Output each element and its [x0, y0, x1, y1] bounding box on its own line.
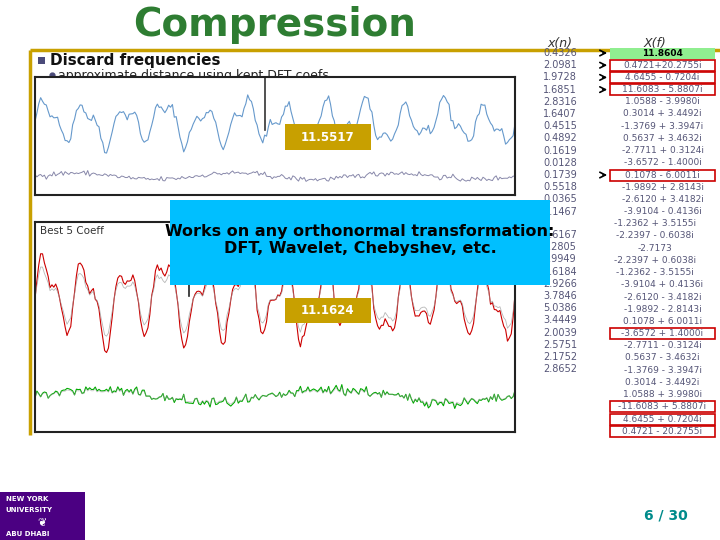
Text: 5.0386: 5.0386	[543, 303, 577, 313]
Text: -3.9104 - 0.4136i: -3.9104 - 0.4136i	[624, 207, 701, 216]
Text: 0.1078 - 6.0011i: 0.1078 - 6.0011i	[625, 171, 700, 179]
Text: 0.1739: 0.1739	[543, 170, 577, 180]
Text: NEW YORK: NEW YORK	[6, 496, 48, 502]
Bar	[284, 124, 371, 150]
Text: ❦: ❦	[37, 518, 47, 528]
Bar	[610, 426, 715, 437]
Text: 0.4892: 0.4892	[543, 133, 577, 144]
Text: 1.2805: 1.2805	[543, 242, 577, 252]
Text: 2.5751: 2.5751	[543, 340, 577, 350]
Text: 0.4515: 0.4515	[543, 121, 577, 131]
Text: -2.7711 + 0.3124i: -2.7711 + 0.3124i	[621, 146, 703, 155]
Text: 1.6851: 1.6851	[543, 85, 577, 94]
Text: 3.6184: 3.6184	[543, 267, 577, 276]
Text: -1.2362 - 3.5155i: -1.2362 - 3.5155i	[616, 268, 694, 277]
Text: 4.6455 - 0.7204i: 4.6455 - 0.7204i	[625, 73, 700, 82]
Text: x(n): x(n)	[547, 37, 572, 50]
Text: 0.1078 + 6.0011i: 0.1078 + 6.0011i	[623, 317, 702, 326]
Text: 2.0039: 2.0039	[543, 328, 577, 338]
Text: 1.6407: 1.6407	[543, 109, 577, 119]
Text: -1.9892 + 2.8143i: -1.9892 + 2.8143i	[621, 183, 703, 192]
Text: 11.6083 - 5.8807i: 11.6083 - 5.8807i	[622, 85, 703, 94]
Text: -3.6572 + 1.4000i: -3.6572 + 1.4000i	[621, 329, 703, 338]
Text: 2.0981: 2.0981	[543, 60, 577, 70]
Text: Best 5 Coeff: Best 5 Coeff	[40, 226, 104, 236]
Bar	[610, 84, 715, 95]
Text: -2.2397 + 0.6038i: -2.2397 + 0.6038i	[614, 256, 696, 265]
Text: 0.3014 + 3.4492i: 0.3014 + 3.4492i	[624, 110, 702, 118]
Text: 0.4721 - 20.2755i: 0.4721 - 20.2755i	[622, 427, 703, 436]
Bar	[38, 57, 45, 64]
Text: 0.5637 - 3.4632i: 0.5637 - 3.4632i	[625, 354, 700, 362]
Text: ABU DHABI: ABU DHABI	[6, 530, 49, 537]
Text: 2.8652: 2.8652	[543, 364, 577, 374]
Bar	[610, 60, 715, 71]
Text: X(f): X(f)	[644, 37, 667, 50]
Text: 3.7846: 3.7846	[543, 291, 577, 301]
Text: 2.6167: 2.6167	[543, 230, 577, 240]
Bar	[610, 328, 715, 339]
Text: 0.0128: 0.0128	[543, 158, 577, 168]
Text: -1.2362 + 3.5155i: -1.2362 + 3.5155i	[614, 219, 696, 228]
Text: -1.3769 - 3.3947i: -1.3769 - 3.3947i	[624, 366, 701, 375]
Text: Discard frequencies: Discard frequencies	[50, 52, 220, 68]
Text: 0.4326: 0.4326	[543, 48, 577, 58]
Text: 2.9266: 2.9266	[543, 279, 577, 289]
Text: -11.6083 + 5.8807i: -11.6083 + 5.8807i	[618, 402, 706, 411]
Text: -2.7173: -2.7173	[638, 244, 672, 253]
Text: 2.8316: 2.8316	[543, 97, 577, 107]
Text: 6 / 30: 6 / 30	[644, 509, 688, 523]
Bar	[610, 414, 715, 424]
Text: 11.8604: 11.8604	[642, 49, 683, 57]
Text: -3.6572 - 1.4000i: -3.6572 - 1.4000i	[624, 158, 701, 167]
Text: 1.9949: 1.9949	[543, 254, 577, 265]
Bar	[610, 170, 715, 180]
Text: -2.7711 - 0.3124i: -2.7711 - 0.3124i	[624, 341, 701, 350]
Text: 0.0365: 0.0365	[543, 194, 577, 205]
Text: Compression: Compression	[134, 6, 416, 44]
Text: 1.0588 + 3.9980i: 1.0588 + 3.9980i	[623, 390, 702, 399]
Text: -3.9104 + 0.4136i: -3.9104 + 0.4136i	[621, 280, 703, 289]
Text: -2.6120 - 3.4182i: -2.6120 - 3.4182i	[624, 293, 701, 301]
Text: 11.1624: 11.1624	[301, 303, 355, 316]
Text: 1.9728: 1.9728	[543, 72, 577, 83]
Text: 2.1752: 2.1752	[543, 352, 577, 362]
Text: 1.0588 - 3.9980i: 1.0588 - 3.9980i	[625, 97, 700, 106]
Text: 4.6455 + 0.7204i: 4.6455 + 0.7204i	[624, 415, 702, 423]
Text: approximate distance using kept DFT coefs.: approximate distance using kept DFT coef…	[58, 69, 333, 82]
Text: Works on any orthonormal transformation:
DFT, Wavelet, Chebyshev, etc.: Works on any orthonormal transformation:…	[166, 224, 554, 256]
Text: 0.4721+20.2755i: 0.4721+20.2755i	[624, 60, 702, 70]
Text: 2.1467: 2.1467	[543, 207, 577, 217]
Bar	[610, 48, 715, 58]
Text: 0.1619: 0.1619	[543, 146, 577, 156]
Text: -1.9892 - 2.8143i: -1.9892 - 2.8143i	[624, 305, 701, 314]
Text: UNIVERSITY: UNIVERSITY	[6, 507, 53, 514]
Text: -1.3769 + 3.3947i: -1.3769 + 3.3947i	[621, 122, 703, 131]
Bar	[610, 72, 715, 83]
Text: -2.6120 + 3.4182i: -2.6120 + 3.4182i	[621, 195, 703, 204]
Text: 3.4449: 3.4449	[543, 315, 577, 326]
Text: 0.5637 + 3.4632i: 0.5637 + 3.4632i	[623, 134, 702, 143]
Bar	[610, 401, 715, 413]
Bar	[284, 298, 371, 323]
Text: -2.2397 - 0.6038i: -2.2397 - 0.6038i	[616, 232, 694, 240]
Text: 11.5517: 11.5517	[301, 131, 355, 144]
Text: 0.5518: 0.5518	[543, 182, 577, 192]
Text: 0.3014 - 3.4492i: 0.3014 - 3.4492i	[625, 378, 700, 387]
